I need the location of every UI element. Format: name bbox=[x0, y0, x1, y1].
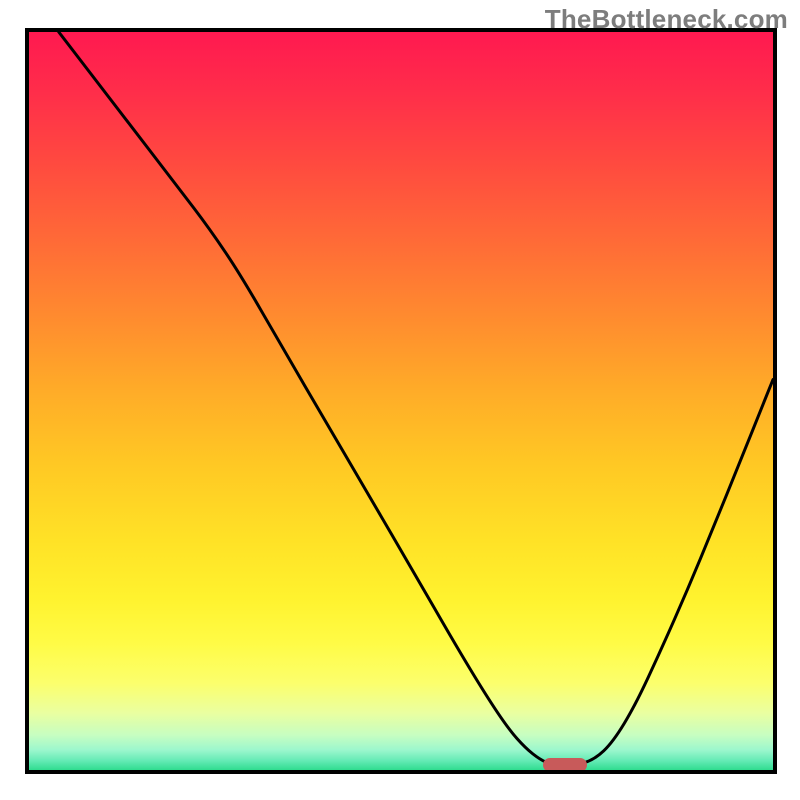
chart-container: { "watermark": { "text": "TheBottleneck.… bbox=[0, 0, 800, 800]
bottleneck-curve bbox=[29, 32, 773, 770]
watermark-text: TheBottleneck.com bbox=[545, 4, 788, 35]
optimal-marker bbox=[543, 758, 587, 772]
plot-area bbox=[25, 28, 777, 774]
